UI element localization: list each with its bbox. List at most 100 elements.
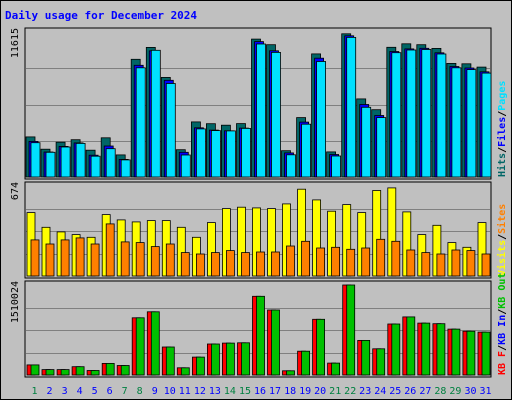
max-value-label: 674 <box>10 182 21 200</box>
bar-kb-out-day-23 <box>361 339 371 376</box>
bar-sites-day-12 <box>195 253 205 277</box>
bar-pages-day-5 <box>90 155 101 178</box>
day-label: 23 <box>359 386 371 397</box>
bar-sites-day-8 <box>135 242 145 277</box>
bar-kb-out-day-16 <box>256 295 265 376</box>
bar-sites-day-18 <box>286 245 295 277</box>
bar-pages-day-21 <box>331 155 342 178</box>
bar-sites-day-14 <box>225 250 235 277</box>
bar-pages-day-9 <box>150 49 161 178</box>
day-label: 31 <box>479 386 491 397</box>
chart-title: Daily usage for December 2024 <box>5 9 197 22</box>
legend: Hits/Files/Pages <box>496 81 508 177</box>
bar-sites-day-27 <box>421 252 431 277</box>
day-label: 21 <box>329 386 341 397</box>
bar-kb-out-day-25 <box>391 323 401 376</box>
day-label: 29 <box>449 386 461 397</box>
legend-entry: / <box>497 111 508 117</box>
bar-pages-day-26 <box>406 49 417 178</box>
day-label: 4 <box>77 386 83 397</box>
panel-frame <box>24 280 492 378</box>
day-label: 15 <box>239 386 251 397</box>
bar-kb-out-day-26 <box>406 316 416 376</box>
bar-pages-day-11 <box>180 154 191 178</box>
bar-pages-day-19 <box>301 123 312 178</box>
bar-sites-day-21 <box>331 246 341 277</box>
bar-pages-day-24 <box>376 117 387 178</box>
bar-sites-day-7 <box>120 241 130 277</box>
bar-pages-day-15 <box>241 128 251 178</box>
bar-kb-out-day-22 <box>346 284 356 376</box>
bar-pages-day-10 <box>165 83 176 178</box>
day-label: 14 <box>224 386 236 397</box>
max-value-label: 11615 <box>10 28 21 58</box>
bar-pages-day-8 <box>135 67 146 178</box>
day-label: 13 <box>209 386 221 397</box>
bar-sites-day-31 <box>481 253 491 277</box>
bar-sites-day-28 <box>436 253 446 277</box>
bar-pages-day-17 <box>271 52 281 178</box>
day-label: 19 <box>299 386 311 397</box>
bar-kb-out-day-2 <box>45 369 55 376</box>
bar-sites-day-24 <box>376 238 386 277</box>
bar-pages-day-7 <box>120 159 131 178</box>
bar-sites-day-13 <box>210 252 220 277</box>
day-label: 1 <box>31 386 37 397</box>
bar-pages-day-2 <box>45 151 56 178</box>
bar-pages-day-6 <box>105 148 116 178</box>
bar-pages-day-13 <box>210 130 221 178</box>
bar-kb-out-day-9 <box>150 311 160 376</box>
day-label: 11 <box>179 386 191 397</box>
day-label: 18 <box>284 386 296 397</box>
legend-entry: / <box>497 345 508 351</box>
bar-kb-out-day-3 <box>60 369 70 376</box>
legend-entry: / <box>497 234 508 240</box>
bar-pages-day-16 <box>256 43 266 178</box>
legend-entry: KB Out <box>497 273 508 309</box>
bar-kb-out-day-30 <box>466 330 476 376</box>
bar-kb-out-day-4 <box>75 366 85 376</box>
day-label: 24 <box>374 386 386 397</box>
legend-entry: Visits <box>496 240 508 276</box>
bar-sites-day-4 <box>75 237 85 277</box>
day-label: 16 <box>254 386 266 397</box>
bar-kb-out-day-31 <box>481 331 491 376</box>
bar-sites-day-2 <box>45 243 55 277</box>
bar-kb-out-day-29 <box>451 328 461 376</box>
bar-kb-out-day-6 <box>105 362 115 376</box>
day-label: 6 <box>107 386 113 397</box>
bar-pages-day-3 <box>60 146 71 178</box>
day-label: 10 <box>164 386 176 397</box>
bar-sites-day-29 <box>451 249 461 277</box>
bar-pages-day-12 <box>195 128 206 178</box>
day-label: 2 <box>46 386 52 397</box>
bar-kb-out-day-13 <box>210 343 220 376</box>
legend-entry: Files <box>496 117 508 147</box>
panel-hits: 11615 Hits/Files/Pages <box>10 27 508 180</box>
legend-entry: Hits <box>496 153 508 177</box>
bar-pages-day-31 <box>481 72 492 178</box>
bar-sites-day-1 <box>30 239 40 277</box>
bar-pages-day-25 <box>391 52 402 178</box>
legend-entry: Sites <box>496 204 508 234</box>
bar-sites-day-9 <box>150 246 160 277</box>
day-label: 12 <box>194 386 206 397</box>
day-label: 20 <box>314 386 326 397</box>
bar-kb-out-day-17 <box>271 309 280 376</box>
bar-sites-day-23 <box>361 247 371 277</box>
bar-kb-out-day-20 <box>316 318 326 376</box>
bar-sites-day-30 <box>466 250 476 277</box>
day-label: 25 <box>389 386 401 397</box>
bar-kb-out-day-15 <box>241 342 250 376</box>
bar-kb-out-day-10 <box>165 346 175 376</box>
bar-pages-day-28 <box>436 53 447 178</box>
day-label: 22 <box>344 386 356 397</box>
bar-kb-out-day-11 <box>180 367 190 376</box>
day-label: 5 <box>92 386 98 397</box>
bar-kb-out-day-28 <box>436 323 446 376</box>
legend-entry: / <box>497 147 508 153</box>
bar-sites-day-16 <box>256 251 265 277</box>
bar-kb-out-day-24 <box>376 348 386 376</box>
